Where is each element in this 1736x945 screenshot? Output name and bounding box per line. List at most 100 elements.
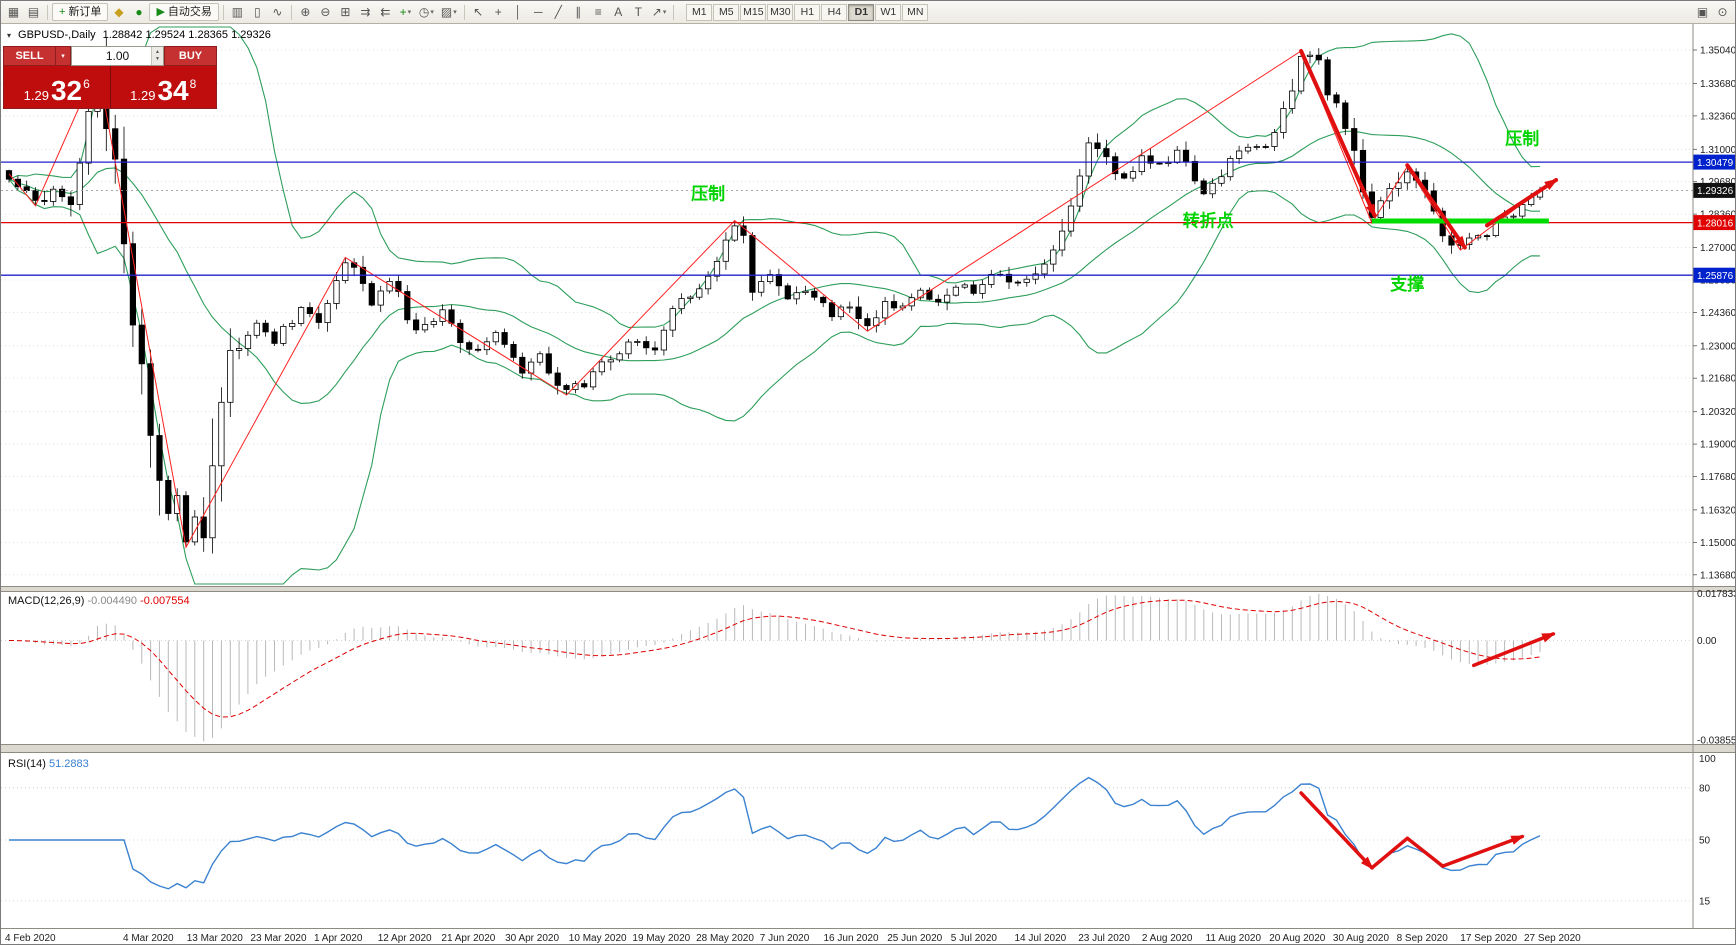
new-chart-icon[interactable]: ▦ (7, 5, 20, 19)
auto-trading-button[interactable]: ▶ 自动交易 (149, 3, 219, 21)
svg-text:7 Jun 2020: 7 Jun 2020 (760, 933, 810, 944)
cursor-icon[interactable]: ↖ (473, 5, 484, 19)
chevron-down-icon: ▾ (453, 8, 457, 16)
svg-text:12 Apr 2020: 12 Apr 2020 (378, 933, 432, 944)
new-order-label: 新订单 (68, 5, 102, 18)
svg-text:80: 80 (1699, 783, 1711, 794)
svg-text:1.30479: 1.30479 (1697, 158, 1734, 169)
zigzag-line[interactable] (8, 50, 1541, 549)
tile-windows-icon[interactable]: ⊞ (340, 5, 351, 19)
timeframe-button-m30[interactable]: M30 (767, 3, 794, 21)
svg-text:27 Sep 2020: 27 Sep 2020 (1524, 933, 1581, 944)
zoom-out-icon[interactable]: ⊖ (320, 5, 331, 19)
timeframe-button-m5[interactable]: M5 (713, 3, 740, 21)
arrows-tool-button[interactable]: ↗ ▾ (649, 3, 670, 21)
svg-text:1.32360: 1.32360 (1700, 111, 1736, 122)
volume-field[interactable]: 1.00 ▲ ▼ (71, 46, 164, 66)
svg-text:28 May 2020: 28 May 2020 (696, 933, 754, 944)
zoom-in-icon[interactable]: ⊕ (300, 5, 311, 19)
svg-text:5 Jul 2020: 5 Jul 2020 (951, 933, 998, 944)
sell-price-sup: 6 (83, 77, 90, 91)
profiles-icon[interactable]: ▤ (27, 5, 40, 19)
timeframe-button-h4[interactable]: H4 (821, 3, 848, 21)
svg-text:30 Aug 2020: 30 Aug 2020 (1333, 933, 1390, 944)
symbol-title: GBPUSD-,Daily (18, 29, 96, 41)
svg-text:1.24360: 1.24360 (1700, 308, 1736, 319)
annotation-resistance-2[interactable]: 压制 (1505, 128, 1539, 148)
metaeditor-icon[interactable]: ◆ (114, 5, 124, 19)
sell-price-prefix: 1.29 (23, 88, 49, 103)
docs-icon[interactable]: ▣ (1696, 5, 1709, 19)
macd-pane[interactable]: MACD(12,26,9) -0.004490 -0.007554 (1, 593, 1693, 742)
timeframe-button-d1[interactable]: D1 (848, 3, 875, 21)
macd-histogram (17, 593, 1541, 742)
svg-text:23 Jul 2020: 23 Jul 2020 (1078, 933, 1130, 944)
search-icon[interactable]: ⊙ (1717, 5, 1728, 19)
auto-trading-label: 自动交易 (167, 5, 212, 18)
pane-separators[interactable] (1, 586, 1736, 753)
line-chart-icon[interactable]: ∿ (272, 5, 283, 19)
annotation-turning-point[interactable]: 转折点 (1183, 211, 1234, 231)
buy-button[interactable]: BUY (164, 46, 217, 66)
crosshair-icon[interactable]: + (494, 5, 502, 19)
svg-text:2 Aug 2020: 2 Aug 2020 (1142, 933, 1193, 944)
timeframe-button-m15[interactable]: M15 (740, 3, 767, 21)
rsi-line (9, 776, 1541, 890)
svg-text:25 Jun 2020: 25 Jun 2020 (887, 933, 942, 944)
svg-text:8 Sep 2020: 8 Sep 2020 (1397, 933, 1449, 944)
label-tool-icon[interactable]: T (634, 5, 642, 19)
candlestick-icon[interactable]: ▯ (254, 5, 261, 19)
periods-button[interactable]: ◷ ▾ (416, 3, 437, 21)
timeframe-button-m1[interactable]: M1 (686, 3, 713, 21)
svg-text:23 Mar 2020: 23 Mar 2020 (250, 933, 307, 944)
date-axis: 4 Feb 2020 4 Mar 2020 13 Mar 2020 23 Mar 20… (1, 928, 1735, 944)
chart-shift-icon[interactable]: ⇇ (380, 5, 391, 19)
annotation-support[interactable]: 支撑 (1390, 274, 1424, 294)
horizontal-line-icon[interactable]: ─ (534, 5, 543, 19)
buy-price-sup: 8 (189, 77, 197, 91)
svg-text:1.21680: 1.21680 (1700, 374, 1736, 385)
bar-chart-icon[interactable]: ▥ (231, 5, 244, 19)
indicators-button[interactable]: + ▾ (396, 3, 415, 21)
auto-scroll-icon[interactable]: ⇉ (360, 5, 371, 19)
timeframe-button-mn[interactable]: MN (902, 3, 929, 21)
volume-up-button[interactable]: ▲ (155, 49, 160, 55)
trend-arrows[interactable] (1299, 49, 1559, 250)
channel-icon[interactable]: ∥ (575, 5, 582, 19)
rsi-pane[interactable]: RSI(14) 51.2883 (1, 758, 1693, 902)
text-tool-icon[interactable]: A (614, 5, 623, 19)
symbol-header: ▾ GBPUSD-,Daily 1.28842 1.29524 1.28365 … (7, 29, 271, 41)
buy-price-button[interactable]: 1.29 34 8 (111, 66, 217, 108)
new-order-button[interactable]: + 新订单 (52, 3, 109, 21)
svg-text:1.23000: 1.23000 (1700, 341, 1736, 352)
trendline-icon[interactable]: ╱ (554, 5, 562, 19)
annotation-resistance-1[interactable]: 压制 (691, 184, 725, 204)
macd-label: MACD(12,26,9) -0.004490 -0.007554 (8, 595, 190, 607)
svg-text:1.33680: 1.33680 (1700, 79, 1736, 90)
sell-button[interactable]: SELL (3, 46, 56, 66)
experts-icon[interactable]: ● (135, 5, 143, 19)
chevron-down-icon: ▾ (407, 8, 412, 16)
svg-text:20 Aug 2020: 20 Aug 2020 (1269, 933, 1326, 944)
svg-text:16 Jun 2020: 16 Jun 2020 (824, 933, 879, 944)
timeframe-button-w1[interactable]: W1 (875, 3, 902, 21)
timeframe-button-h1[interactable]: H1 (794, 3, 821, 21)
templates-button[interactable]: ▨ ▾ (438, 3, 460, 21)
vertical-line-icon[interactable]: │ (514, 5, 523, 19)
volume-down-button[interactable]: ▼ (155, 56, 160, 62)
svg-text:13 Mar 2020: 13 Mar 2020 (187, 933, 244, 944)
candles (5, 37, 1544, 554)
price-tag-support-lower: 1.25876 (1693, 267, 1735, 283)
volume-dropdown-button[interactable]: ▾ (56, 46, 71, 66)
svg-text:1.19000: 1.19000 (1700, 440, 1736, 451)
ohlc-values: 1.28842 1.29524 1.28365 1.29326 (102, 29, 271, 41)
svg-text:10 May 2020: 10 May 2020 (569, 933, 627, 944)
one-click-trading-panel: SELL ▾ 1.00 ▲ ▼ BUY 1.29 32 6 1.29 34 8 (3, 46, 217, 109)
bollinger-bands (8, 26, 1541, 585)
svg-text:1 Apr 2020: 1 Apr 2020 (314, 933, 363, 944)
sell-price-button[interactable]: 1.29 32 6 (4, 66, 110, 108)
fibonacci-icon[interactable]: ≡ (594, 5, 602, 19)
svg-text:-0.038559: -0.038559 (1697, 736, 1736, 747)
